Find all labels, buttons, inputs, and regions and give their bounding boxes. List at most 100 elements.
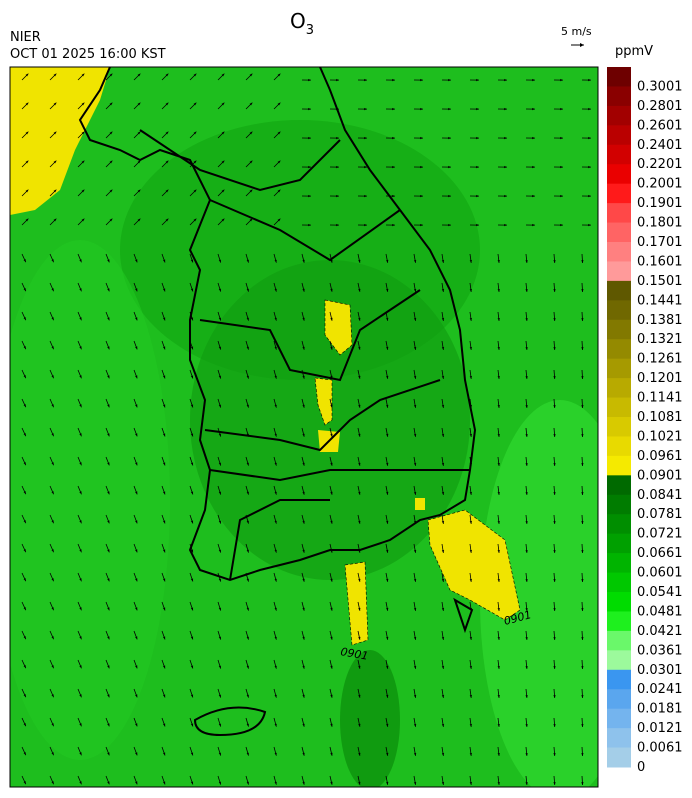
colorbar-swatch — [607, 358, 631, 379]
wind-arrowhead — [274, 665, 277, 669]
wind-arrowhead — [107, 636, 110, 640]
wind-arrowhead — [330, 288, 333, 292]
colorbar-swatch — [607, 339, 631, 360]
wind-arrowhead — [525, 782, 528, 785]
wind-arrowhead — [386, 404, 389, 408]
wind-arrowhead — [330, 491, 333, 495]
wind-arrowhead — [413, 317, 417, 321]
wind-arrowhead — [79, 375, 82, 379]
wind-arrowhead — [336, 165, 339, 169]
wind-arrowhead — [581, 289, 584, 292]
wind-arrowhead — [53, 131, 57, 135]
wind-arrowhead — [476, 223, 479, 227]
wind-arrowhead — [302, 491, 305, 495]
wind-arrowhead — [525, 289, 528, 292]
colorbar-swatch — [607, 222, 631, 243]
wind-arrowhead — [190, 491, 194, 495]
colorbar-swatch — [607, 261, 631, 282]
wind-arrowhead — [497, 376, 500, 379]
wind-arrowhead — [504, 223, 507, 227]
wind-arrowhead — [330, 723, 333, 727]
wind-arrowhead — [392, 107, 395, 111]
colorbar-swatch — [607, 747, 631, 768]
colorbar-swatch — [607, 280, 631, 301]
wind-arrowhead — [221, 102, 225, 106]
wind-arrowhead — [386, 549, 389, 553]
wind-arrowhead — [81, 218, 85, 222]
wind-arrowhead — [190, 694, 194, 698]
wind-arrowhead — [469, 521, 473, 524]
colorbar-swatch — [607, 203, 631, 224]
wind-arrowhead — [469, 724, 473, 727]
colorbar-label: 0.0361 — [637, 643, 683, 658]
colorbar-label: 0.0421 — [637, 624, 683, 639]
wind-arrowhead — [107, 723, 110, 727]
wind-arrowhead — [386, 694, 389, 698]
wind-arrowhead — [441, 375, 445, 379]
wind-arrowhead — [469, 463, 473, 466]
wind-arrowhead — [246, 607, 249, 611]
wind-arrowhead — [107, 491, 110, 495]
wind-arrowhead — [274, 578, 277, 582]
wind-arrowhead — [420, 107, 423, 111]
wind-arrowhead — [246, 259, 249, 263]
wind-arrowhead — [81, 131, 85, 135]
wind-arrowhead — [525, 695, 528, 698]
colorbar-swatch — [607, 572, 631, 593]
wind-arrowhead — [330, 578, 333, 582]
wind-arrowhead — [497, 637, 500, 640]
wind-arrowhead — [79, 694, 82, 698]
colorbar-swatch — [607, 144, 631, 165]
wind-arrowhead — [274, 346, 277, 350]
colorbar-label: 0.2601 — [637, 118, 683, 133]
wind-arrowhead — [274, 259, 277, 263]
wind-arrowhead — [386, 781, 389, 785]
wind-arrowhead — [25, 131, 29, 135]
wind-arrowhead — [51, 607, 54, 611]
wind-arrowhead — [135, 259, 138, 263]
wind-arrowhead — [277, 73, 281, 77]
colorbar-swatch — [607, 669, 631, 690]
wind-arrowhead — [581, 318, 584, 321]
wind-arrowhead — [79, 288, 82, 292]
wind-arrowhead — [386, 636, 389, 640]
wind-arrowhead — [441, 288, 445, 292]
wind-arrowhead — [135, 346, 138, 350]
wind-arrowhead — [413, 694, 417, 698]
colorbar-swatch — [607, 630, 631, 651]
wind-arrowhead — [469, 405, 473, 408]
wind-arrowhead — [497, 608, 500, 611]
wind-arrowhead — [525, 347, 528, 350]
wind-arrowhead — [413, 462, 417, 466]
wind-arrowhead — [588, 78, 591, 82]
wind-arrowhead — [190, 375, 194, 379]
wind-arrowhead — [79, 462, 82, 466]
wind-arrowhead — [420, 136, 423, 140]
wind-arrowhead — [162, 288, 166, 292]
wind-arrowhead — [218, 607, 221, 611]
colorbar-swatch — [607, 533, 631, 554]
wind-arrowhead — [532, 165, 535, 169]
wind-arrowhead — [441, 723, 445, 727]
wind-arrowhead — [162, 375, 166, 379]
wind-arrowhead — [107, 404, 110, 408]
wind-arrowhead — [107, 665, 110, 669]
wind-arrowhead — [469, 347, 473, 350]
wind-arrowhead — [469, 492, 473, 495]
wind-arrowhead — [497, 782, 500, 785]
wind-arrowhead — [51, 723, 54, 727]
coastlines — [78, 67, 477, 737]
wind-arrowhead — [302, 636, 305, 640]
wind-arrowhead — [358, 317, 361, 321]
wind-arrowhead — [392, 136, 395, 140]
wind-arrowhead — [107, 317, 110, 321]
wind-arrowhead — [81, 73, 85, 77]
wind-arrowhead — [441, 752, 445, 756]
wind-arrowhead — [23, 520, 26, 524]
yellow-area — [314, 377, 333, 426]
wind-arrowhead — [358, 433, 361, 437]
wind-arrowhead — [135, 375, 138, 379]
wind-arrowhead — [274, 607, 277, 611]
wind-arrowhead — [79, 317, 82, 321]
